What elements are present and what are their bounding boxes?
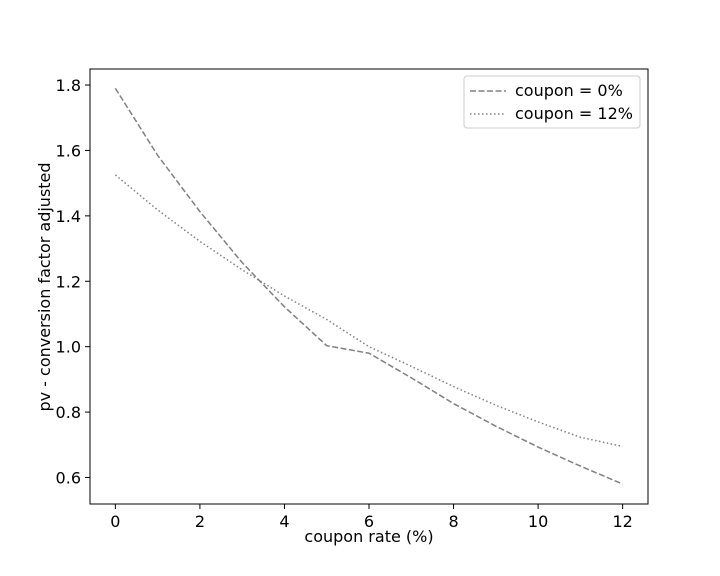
legend-box [463, 75, 641, 129]
y-tick-label: 0.8 [56, 403, 81, 422]
y-axis-ticks: 0.6 0.8 1.0 1.2 1.4 1.6 1.8 [56, 76, 90, 488]
x-axis-label: coupon rate (%) [304, 527, 433, 546]
x-tick-label: 0 [110, 512, 120, 531]
y-tick-label: 1.6 [56, 141, 81, 160]
x-tick-label: 10 [528, 512, 548, 531]
x-tick-label: 12 [612, 512, 632, 531]
legend: coupon = 0% coupon = 12% [463, 75, 641, 129]
y-tick-label: 1.4 [56, 207, 81, 226]
x-tick-label: 6 [364, 512, 374, 531]
legend-label-coupon-12: coupon = 12% [515, 104, 633, 123]
x-tick-label: 4 [279, 512, 289, 531]
y-tick-label: 1.2 [56, 272, 81, 291]
x-axis-ticks: 0 2 4 6 8 10 12 [110, 504, 633, 531]
x-tick-label: 2 [195, 512, 205, 531]
plot-frame [89, 68, 649, 505]
y-tick-label: 0.6 [56, 469, 81, 488]
plot-area [90, 69, 648, 504]
x-tick-label: 8 [448, 512, 458, 531]
y-tick-label: 1.8 [56, 76, 81, 95]
series-line-0 [114, 87, 623, 485]
y-tick-label: 1.0 [56, 338, 81, 357]
y-axis-label: pv - conversion factor adjusted [35, 162, 54, 411]
series-layer [114, 87, 623, 485]
legend-label-coupon-0: coupon = 0% [515, 81, 623, 100]
